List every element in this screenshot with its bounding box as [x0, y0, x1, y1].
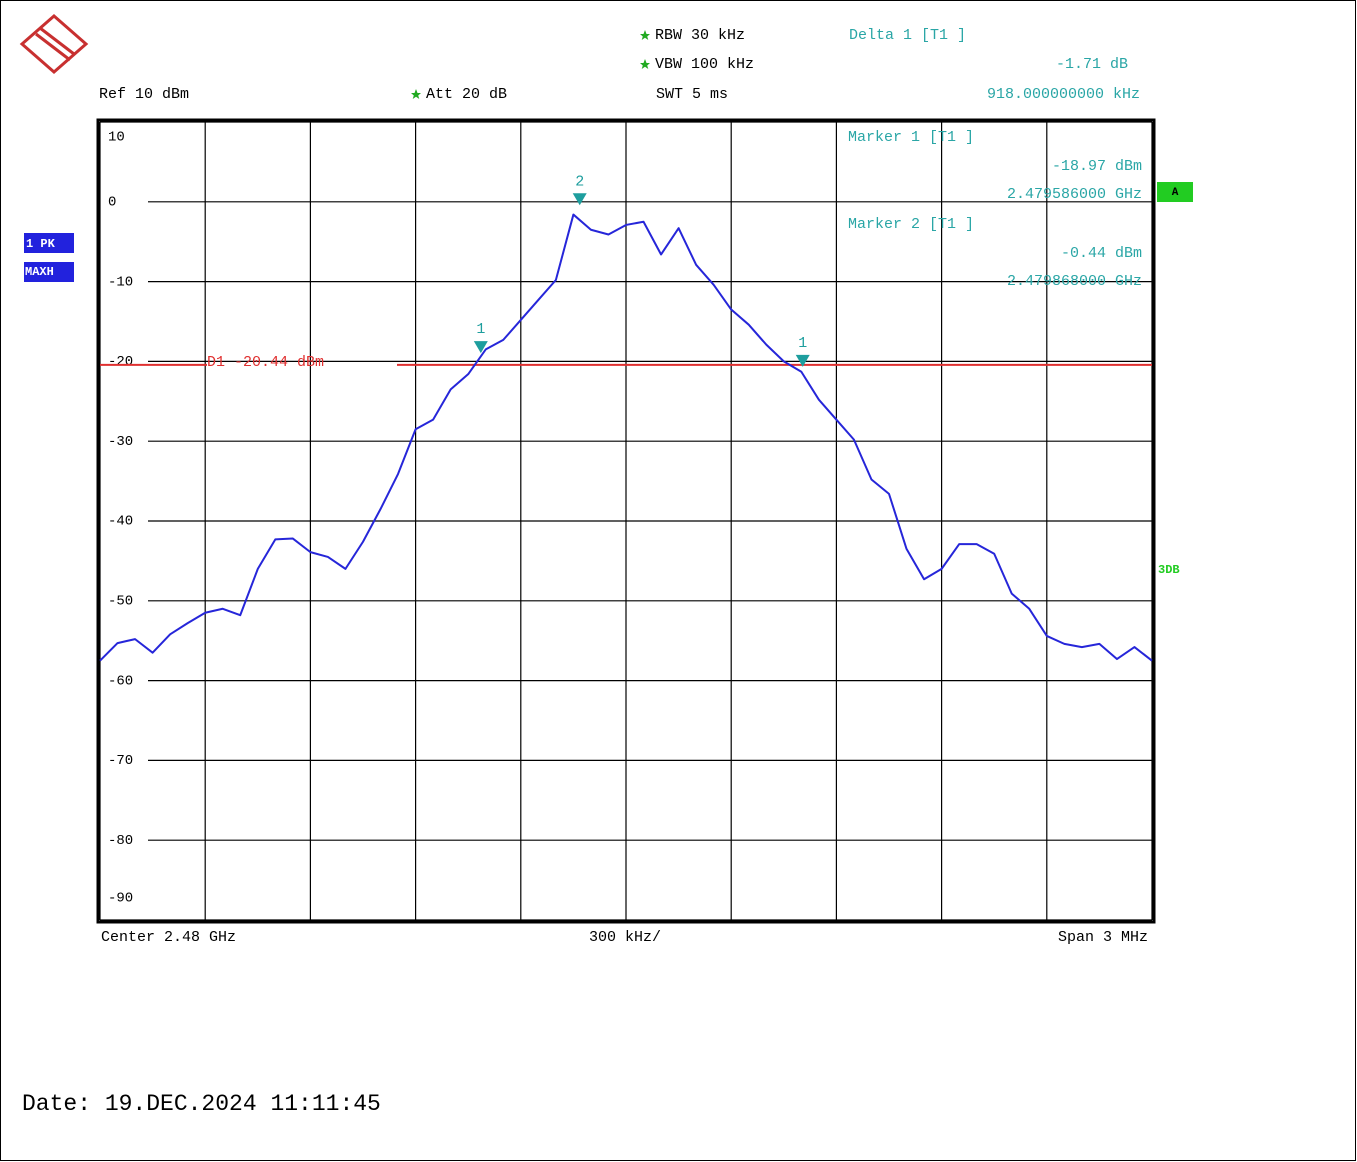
- y-tick-label: -60: [108, 673, 133, 689]
- rbw: RBW 30 kHz: [655, 27, 745, 44]
- date: Date: 19.DEC.2024 11:11:45: [22, 1091, 381, 1117]
- marker-label: 1: [798, 335, 807, 352]
- swt: SWT 5 ms: [656, 86, 728, 103]
- y-tick-label: -70: [108, 753, 133, 769]
- plot: 10 0 -10 -20 -30 -40 -50 -60 -70 -80 -90 D1 -20.44 …: [96, 118, 1156, 924]
- y-tick-label: -90: [108, 891, 133, 907]
- vbw: VBW 100 kHz: [655, 56, 754, 73]
- ref-level: Ref 10 dBm: [99, 86, 189, 103]
- step-label: 300 kHz/: [589, 929, 661, 946]
- marker: [473, 341, 488, 354]
- marker-level: -0.44 dBm: [1061, 245, 1142, 262]
- marker: [795, 354, 810, 367]
- marker-level: -18.97 dBm: [1052, 158, 1142, 175]
- star: [411, 89, 421, 99]
- delta-level: -1.71 dB: [1056, 56, 1128, 73]
- y-tick-label: 0: [108, 195, 116, 211]
- star: [640, 30, 650, 40]
- marker-label: 1: [476, 321, 485, 338]
- y-tick-label: -30: [108, 434, 133, 450]
- detector-label: MAXH: [25, 265, 54, 279]
- y-tick-label: -20: [108, 354, 133, 370]
- y-tick-label: -50: [108, 594, 133, 610]
- y-tick-label: -40: [108, 514, 133, 530]
- limit-label: 3DB: [1158, 563, 1180, 577]
- trace: [99, 213, 1153, 662]
- trace-badge: [24, 233, 74, 253]
- logo: [19, 14, 89, 74]
- screen-label: A: [1172, 187, 1179, 199]
- screen-badge: [1157, 182, 1193, 202]
- star: [640, 59, 650, 69]
- display-line-label: D1 -20.44 dBm: [207, 354, 324, 371]
- span-label: Span 3 MHz: [1058, 929, 1148, 946]
- marker: [572, 193, 587, 206]
- marker-label: 2: [575, 173, 584, 190]
- marker-title: Marker 1 [T1 ]: [848, 129, 974, 146]
- marker-title: Marker 2 [T1 ]: [848, 216, 974, 233]
- detector-badge: [24, 262, 74, 282]
- y-tick-label: -10: [108, 274, 133, 290]
- trace-label: 1 PK: [26, 237, 56, 251]
- delta-title: Delta 1 [T1 ]: [849, 27, 966, 44]
- y-tick-label: -80: [108, 833, 133, 849]
- center-label: Center 2.48 GHz: [101, 929, 236, 946]
- marker-freq: 2.479586000 GHz: [1007, 186, 1142, 203]
- y-tick-label: 10: [108, 130, 125, 146]
- attenuation: Att 20 dB: [426, 86, 507, 103]
- delta-freq: 918.000000000 kHz: [987, 86, 1140, 103]
- marker-freq: 2.479868000 GHz: [1007, 273, 1142, 290]
- plot-frame: [96, 118, 1156, 924]
